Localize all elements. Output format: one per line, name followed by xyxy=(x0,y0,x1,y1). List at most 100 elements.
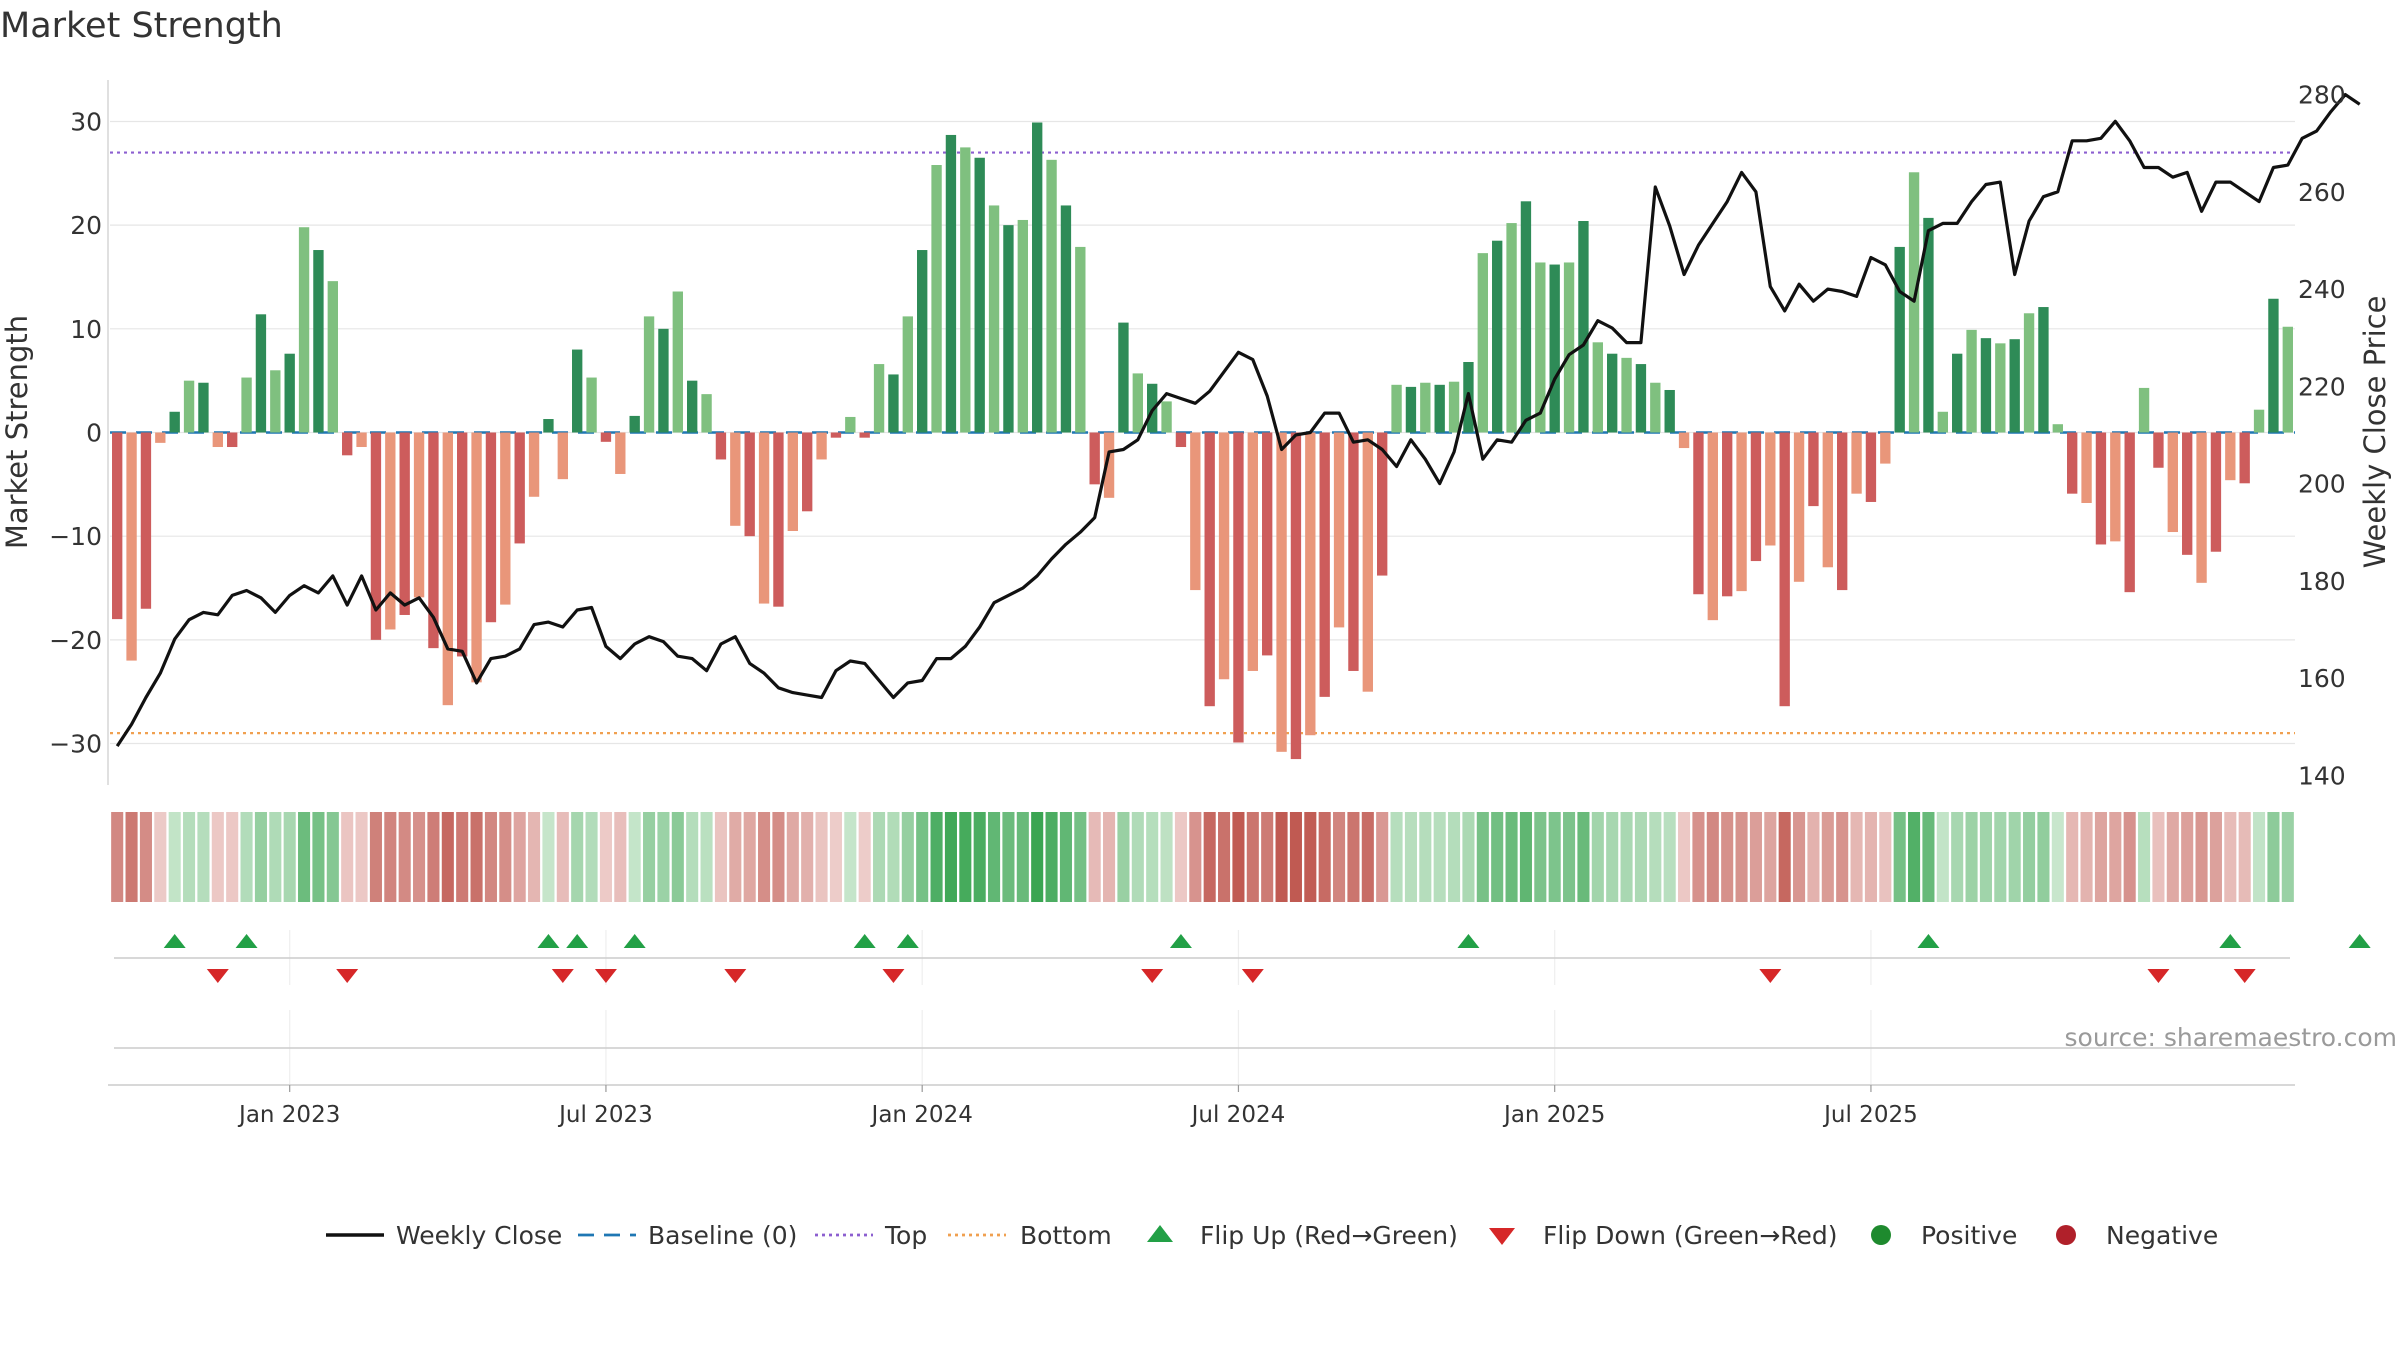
strength-bar xyxy=(1190,432,1201,591)
strength-bar xyxy=(758,432,770,604)
strength-bar xyxy=(1894,246,1905,433)
bottom-panel xyxy=(108,1010,2295,1086)
flip-up-marker xyxy=(1457,934,1480,948)
strength-bar xyxy=(2182,432,2193,555)
strength-strip-cell xyxy=(298,812,311,902)
legend-swatch xyxy=(1871,1225,1891,1245)
strength-bar xyxy=(1420,382,1431,433)
strength-bar xyxy=(687,380,698,433)
strength-strip-cell xyxy=(1519,812,1532,902)
strength-strip-cell xyxy=(1275,812,1288,902)
strength-bar xyxy=(169,411,180,433)
strength-bar xyxy=(1664,389,1675,433)
strength-strip-cell xyxy=(2123,812,2136,902)
flip-up-marker xyxy=(235,934,258,948)
strength-bar xyxy=(2095,432,2107,545)
legend-swatch xyxy=(1147,1225,1173,1242)
strength-bar xyxy=(442,432,453,706)
flip-down-marker xyxy=(2233,969,2256,983)
right-tick-label: 260 xyxy=(2298,178,2346,207)
strength-bar xyxy=(327,281,338,433)
strength-strip-cell xyxy=(988,812,1001,902)
strength-strip-cell xyxy=(413,812,426,902)
chart-title: Market Strength xyxy=(0,6,283,46)
strength-bar xyxy=(1635,364,1647,433)
legend-label: Positive xyxy=(1921,1221,2017,1250)
strength-strip-cell xyxy=(2094,812,2107,902)
strength-bar xyxy=(514,432,525,544)
strength-strip-cell xyxy=(2080,812,2093,902)
strength-bar xyxy=(342,432,353,456)
strength-bar xyxy=(1391,384,1402,433)
strength-bar xyxy=(744,432,755,537)
strength-strip-cell xyxy=(2238,812,2251,902)
strength-bar xyxy=(931,165,942,433)
legend-label: Baseline (0) xyxy=(648,1221,797,1250)
left-axis-label: Market Strength xyxy=(0,315,34,549)
strength-strip-cell xyxy=(944,812,957,902)
strength-strip-cell xyxy=(1404,812,1417,902)
strength-strip-cell xyxy=(1793,812,1806,902)
strength-strip-cell xyxy=(1721,812,1734,902)
strength-strip-cell xyxy=(599,812,612,902)
strength-bar xyxy=(1793,432,1805,582)
flip-down-marker xyxy=(551,969,574,983)
strength-bar xyxy=(1492,240,1503,433)
strength-bar xyxy=(974,157,985,433)
strength-bar xyxy=(2023,313,2035,433)
strength-bar xyxy=(1017,219,1028,433)
strength-strip-cell xyxy=(1908,812,1921,902)
strength-bar xyxy=(1377,432,1388,576)
strength-bar xyxy=(198,382,209,433)
strength-strip-cell xyxy=(1131,812,1144,902)
strength-heat-strip xyxy=(111,812,2294,902)
strength-strip-cell xyxy=(183,812,196,902)
strength-strip-cell xyxy=(973,812,986,902)
strength-strip-cell xyxy=(2008,812,2021,902)
flip-up-marker xyxy=(1917,934,1940,948)
strength-strip-cell xyxy=(1103,812,1116,902)
strength-strip-cell xyxy=(1864,812,1877,902)
strength-strip-cell xyxy=(815,812,828,902)
strength-strip-cell xyxy=(643,812,656,902)
strength-bar xyxy=(2138,387,2150,433)
strength-strip-cell xyxy=(1304,812,1317,902)
strength-strip-cell xyxy=(1649,812,1662,902)
strength-bar xyxy=(1262,432,1273,656)
strength-strip-cell xyxy=(1979,812,1992,902)
strength-strip-cell xyxy=(1965,812,1978,902)
strength-strip-cell xyxy=(369,812,382,902)
strength-bar xyxy=(1290,432,1302,760)
strength-strip-cell xyxy=(283,812,296,902)
x-tick-label: Jul 2023 xyxy=(557,1102,653,1128)
strength-bar xyxy=(1865,432,1877,502)
strength-bar xyxy=(600,432,612,442)
strength-strip-cell xyxy=(1491,812,1504,902)
strength-strip-cell xyxy=(1922,812,1935,902)
legend-item-baseline: Baseline (0) xyxy=(578,1221,797,1250)
strength-bar xyxy=(1204,432,1215,707)
strength-strip-cell xyxy=(427,812,440,902)
strength-bar xyxy=(730,432,741,526)
x-tick-label: Jul 2025 xyxy=(1822,1102,1918,1128)
strength-bar xyxy=(1851,432,1862,494)
strength-strip-cell xyxy=(1663,812,1676,902)
legend: Weekly Close Baseline (0) Top Bottom Flip Up… xyxy=(326,1221,2218,1250)
strength-bar xyxy=(1319,432,1330,697)
x-tick-label: Jul 2024 xyxy=(1190,1102,1286,1128)
strength-bar xyxy=(1046,159,1057,433)
strength-strip-cell xyxy=(772,812,785,902)
strength-strip-cell xyxy=(1433,812,1446,902)
strength-bar xyxy=(284,353,295,433)
strength-bar xyxy=(715,432,727,460)
strength-strip-cell xyxy=(858,812,871,902)
right-tick-label: 280 xyxy=(2298,81,2346,110)
strength-bar xyxy=(672,291,683,433)
strength-bar xyxy=(2124,432,2135,593)
strength-bar xyxy=(845,416,856,433)
strength-strip-cell xyxy=(2209,812,2222,902)
strength-strip-cell xyxy=(1232,812,1245,902)
strength-bar xyxy=(457,432,468,657)
strength-strip-cell xyxy=(542,812,555,902)
flip-down-marker xyxy=(882,969,905,983)
